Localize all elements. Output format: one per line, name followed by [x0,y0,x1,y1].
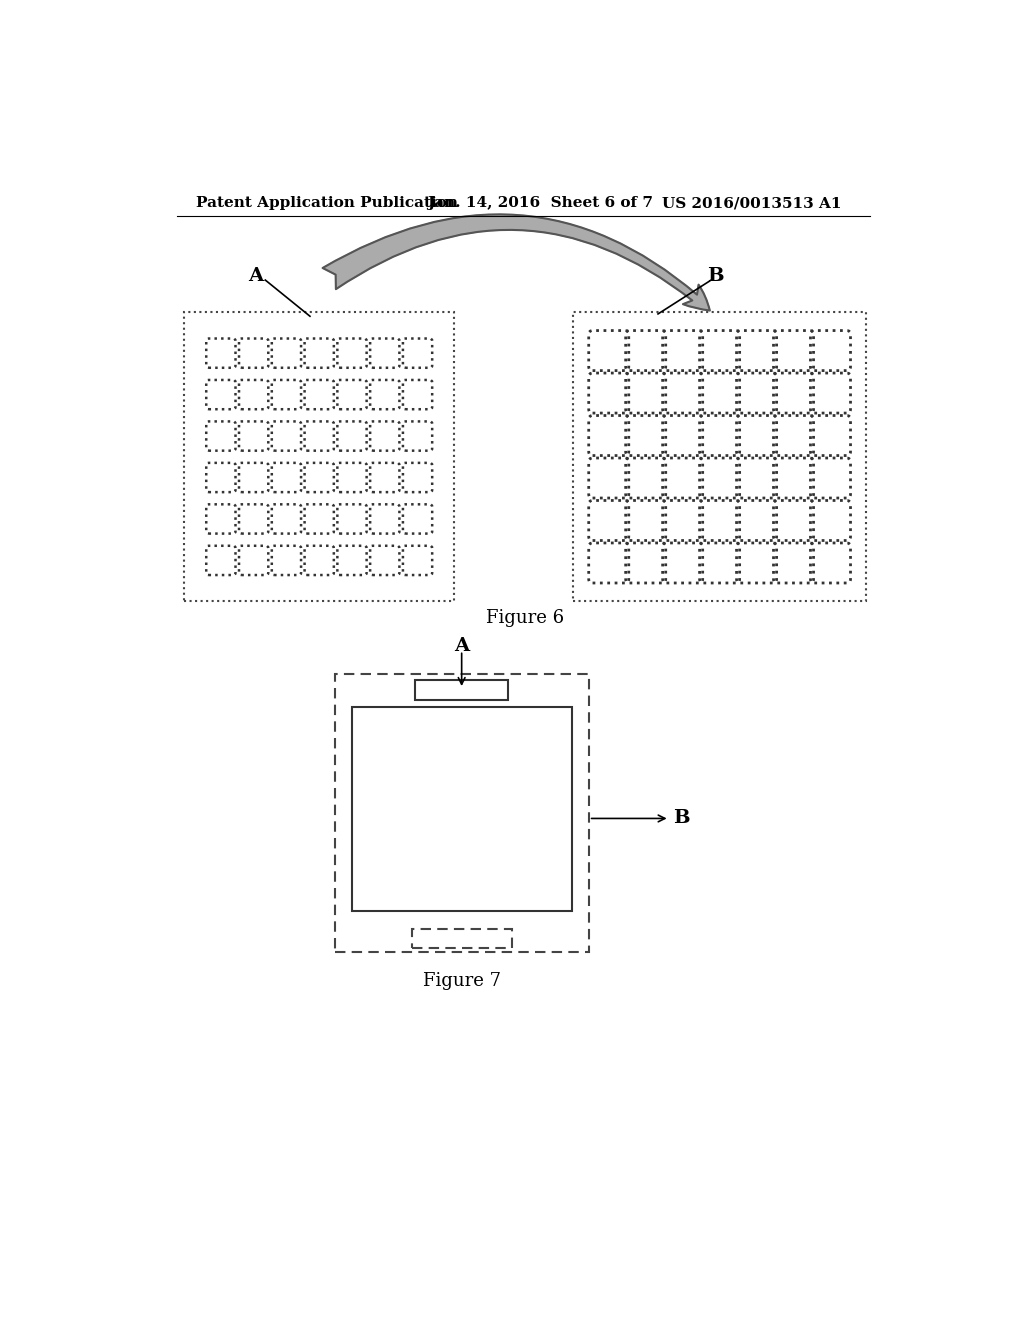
FancyArrowPatch shape [323,214,710,310]
Text: Figure 7: Figure 7 [423,972,501,990]
Text: A: A [248,267,263,285]
Text: A: A [454,636,469,655]
Text: US 2016/0013513 A1: US 2016/0013513 A1 [662,197,842,210]
Text: B: B [708,267,724,285]
Text: Figure 6: Figure 6 [485,609,564,627]
Bar [416,681,508,701]
Bar [351,706,571,911]
Bar [412,929,512,948]
Bar [335,675,589,952]
Bar [184,313,454,601]
Text: Jan. 14, 2016  Sheet 6 of 7: Jan. 14, 2016 Sheet 6 of 7 [427,197,653,210]
Text: B: B [674,809,690,828]
Bar [573,313,866,601]
Text: Patent Application Publication: Patent Application Publication [196,197,458,210]
